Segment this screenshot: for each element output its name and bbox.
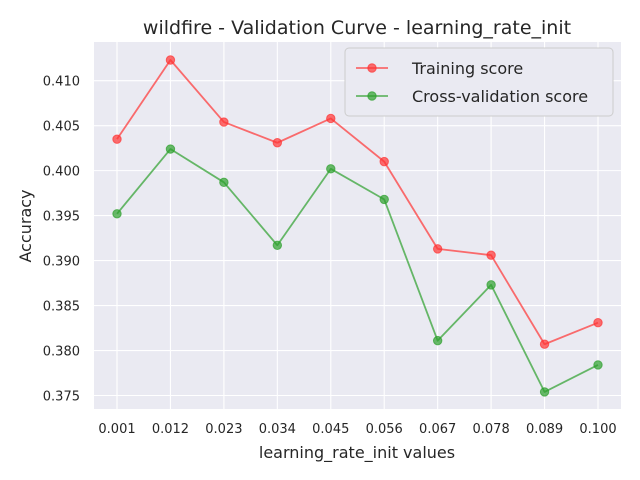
- data-point: [593, 360, 603, 370]
- data-point: [432, 335, 443, 346]
- data-point: [219, 117, 229, 127]
- data-point: [165, 144, 176, 154]
- series-line: [116, 148, 599, 393]
- legend-label-cv: Cross-validation score: [412, 87, 588, 106]
- legend-label-training: Training score: [411, 59, 523, 78]
- x-tick-label: 0.056: [366, 422, 403, 437]
- y-tick-label: 0.400: [43, 165, 80, 180]
- legend: Training score Cross-validation score: [344, 47, 614, 117]
- data-point: [272, 240, 283, 250]
- x-tick-label: 0.078: [473, 422, 510, 437]
- legend-box: [344, 47, 614, 117]
- y-tick-label: 0.385: [43, 300, 80, 315]
- data-point: [326, 164, 336, 174]
- x-tick-label: 0.045: [312, 422, 349, 437]
- y-tick-labels: 0.375 0.380 0.385 0.390 0.395 0.400 0.405 0.410: [43, 75, 80, 405]
- series-0: [112, 55, 603, 349]
- data-point: [165, 55, 176, 65]
- y-tick-label: 0.375: [43, 390, 80, 405]
- x-tick-label: 0.023: [205, 422, 242, 437]
- data-point: [379, 194, 389, 205]
- data-point: [486, 280, 496, 290]
- series-line: [116, 59, 599, 346]
- x-tick-label: 0.001: [98, 422, 135, 437]
- data-point: [379, 156, 389, 167]
- x-axis-label: learning_rate_init values: [259, 443, 455, 463]
- data-point: [539, 339, 550, 349]
- x-tick-label: 0.034: [259, 422, 296, 437]
- y-axis-label: Accuracy: [16, 189, 35, 262]
- data-point: [432, 244, 443, 254]
- x-tick-label: 0.067: [419, 422, 456, 437]
- y-tick-label: 0.405: [43, 120, 80, 135]
- data-point: [272, 138, 283, 148]
- x-tick-labels: 0.001 0.012 0.023 0.034 0.045 0.056 0.067 0.078…: [98, 422, 616, 437]
- series-layer: [112, 55, 603, 397]
- y-tick-label: 0.380: [43, 345, 80, 360]
- data-point: [112, 134, 122, 144]
- data-point: [486, 250, 496, 260]
- legend-marker-cv: [367, 91, 377, 101]
- x-tick-label: 0.100: [579, 422, 616, 437]
- x-tick-label: 0.089: [526, 422, 563, 437]
- chart-title: wildfire - Validation Curve - learning_r…: [143, 17, 571, 39]
- legend-marker-training: [367, 63, 377, 73]
- data-point: [112, 209, 122, 219]
- data-point: [326, 113, 336, 124]
- data-point: [539, 387, 550, 397]
- data-point: [219, 177, 229, 188]
- x-tick-label: 0.012: [152, 422, 189, 437]
- data-point: [593, 317, 603, 328]
- y-tick-label: 0.410: [43, 75, 80, 90]
- y-tick-label: 0.395: [43, 210, 80, 225]
- y-tick-label: 0.390: [43, 255, 80, 270]
- series-1: [112, 144, 603, 397]
